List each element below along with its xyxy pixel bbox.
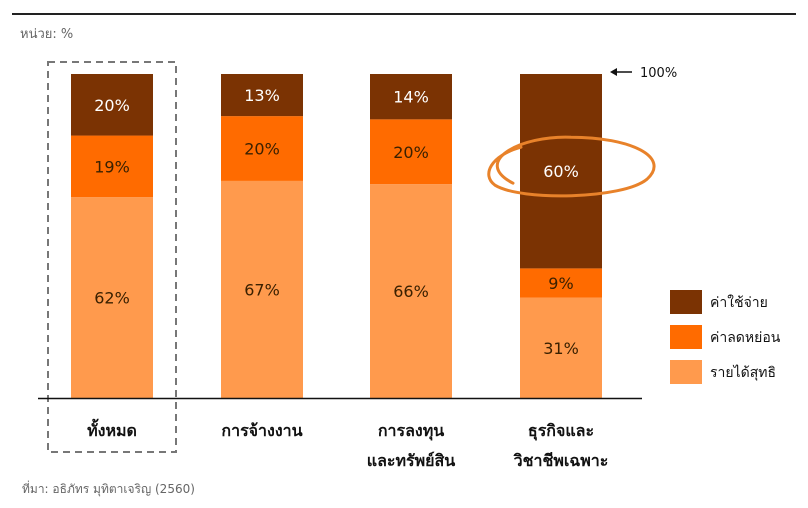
annotation-label: 100% — [640, 66, 677, 81]
data-label: 62% — [94, 289, 130, 308]
bar-segment — [370, 74, 452, 120]
category-label: การลงทุน — [378, 421, 444, 441]
bar-segment — [221, 116, 303, 181]
data-label: 9% — [548, 274, 573, 293]
top-annotation: 100% — [610, 66, 677, 81]
bar-segment — [71, 197, 153, 398]
legend-swatch — [670, 325, 702, 349]
legend-swatch — [670, 360, 702, 384]
category-label: ทั้งหมด — [87, 418, 137, 440]
bar-segment — [221, 74, 303, 117]
highlight-frame-rect — [47, 61, 177, 453]
data-label: 19% — [94, 157, 130, 176]
category-label: วิชาชีพเฉพาะ — [513, 451, 609, 470]
data-label: 67% — [244, 280, 280, 299]
legend-label: ค่าใช้จ่าย — [710, 294, 768, 311]
data-label: 13% — [244, 86, 280, 105]
category-label: ธุรกิจและ — [528, 421, 594, 441]
highlight-frame — [47, 61, 177, 453]
annotation-arrowhead — [610, 68, 617, 76]
bar-segment — [71, 135, 153, 198]
bar-segment — [221, 180, 303, 398]
data-label: 20% — [393, 143, 429, 162]
legend-swatch — [670, 290, 702, 314]
data-label: 14% — [393, 88, 429, 107]
source-label: ที่มา: อธิภัทร มุทิตาเจริญ (2560) — [22, 480, 195, 497]
bar-segment — [71, 74, 153, 136]
legend-label: ค่าลดหย่อน — [710, 330, 781, 346]
unit-label: หน่วย: % — [20, 27, 73, 42]
data-label: 20% — [244, 140, 280, 159]
bar-segment — [520, 74, 602, 269]
category-label: และทรัพย์สิน — [367, 451, 456, 470]
category-label: การจ้างงาน — [221, 421, 302, 440]
legend-label: รายได้สุทธิ — [710, 364, 776, 381]
bar-segment — [520, 297, 602, 398]
bar-segment — [370, 119, 452, 185]
highlight-circle — [487, 135, 656, 198]
bars-group: 62% 19% 20% 67% 20% 13% 66% 20% 14% 31% 9% 60% — [71, 74, 656, 398]
bar-segment — [520, 268, 602, 298]
data-label: 66% — [393, 282, 429, 301]
data-label: 31% — [543, 339, 579, 358]
data-label: 20% — [94, 96, 130, 115]
bar-segment — [370, 184, 452, 398]
data-label: 60% — [543, 162, 579, 181]
